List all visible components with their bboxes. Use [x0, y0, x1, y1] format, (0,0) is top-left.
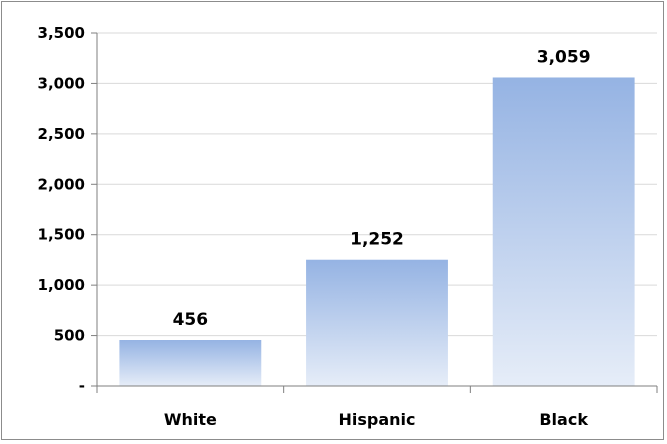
axes: [91, 32, 658, 393]
y-tick-label: 3,000: [38, 74, 85, 92]
bar-black: [492, 77, 635, 386]
y-tick-label: 1,500: [38, 226, 85, 244]
x-tick-label: Hispanic: [338, 410, 415, 429]
y-tick-label: 2,500: [38, 125, 85, 143]
gridlines: [97, 32, 657, 337]
bar-white: [119, 340, 262, 386]
y-tick-label: 2,000: [38, 175, 85, 193]
data-label-hispanic: 1,252: [350, 230, 404, 250]
bars: [119, 77, 635, 386]
x-tick-label: White: [164, 410, 217, 429]
x-tick-label: Black: [539, 410, 588, 429]
data-label-white: 456: [173, 310, 209, 330]
bar-hispanic: [306, 259, 448, 386]
bar-chart: - 500 1,000 1,500 2,000 2,500 3,000 3,500 456 Whi…: [38, 24, 658, 429]
y-tick-label: -: [79, 377, 85, 395]
data-label-black: 3,059: [537, 47, 591, 67]
y-tick-label: 3,500: [38, 24, 85, 42]
y-tick-label: 1,000: [38, 276, 85, 294]
y-tick-label: 500: [54, 327, 85, 345]
labels: - 500 1,000 1,500 2,000 2,500 3,000 3,500 456 Whi…: [38, 24, 591, 429]
